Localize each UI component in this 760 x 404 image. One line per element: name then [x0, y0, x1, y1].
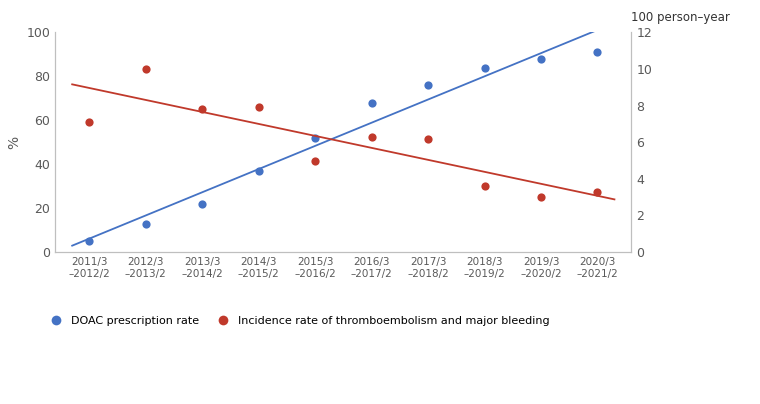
Point: [140, 220, 152, 227]
Y-axis label: %: %: [7, 136, 21, 149]
Point: [535, 194, 547, 200]
Point: [252, 104, 264, 111]
Point: [309, 157, 321, 164]
Point: [422, 82, 434, 88]
Point: [83, 238, 95, 244]
Legend: DOAC prescription rate, Incidence rate of thromboembolism and major bleeding: DOAC prescription rate, Incidence rate o…: [41, 311, 554, 330]
Point: [535, 55, 547, 62]
Point: [479, 64, 491, 71]
Point: [140, 66, 152, 72]
Point: [252, 168, 264, 174]
Point: [196, 106, 208, 112]
Point: [366, 133, 378, 140]
Point: [591, 188, 603, 195]
Point: [83, 119, 95, 125]
Point: [479, 183, 491, 189]
Text: 100 person–year: 100 person–year: [632, 11, 730, 23]
Point: [422, 135, 434, 142]
Point: [196, 200, 208, 207]
Point: [591, 49, 603, 55]
Point: [309, 135, 321, 141]
Point: [366, 99, 378, 106]
